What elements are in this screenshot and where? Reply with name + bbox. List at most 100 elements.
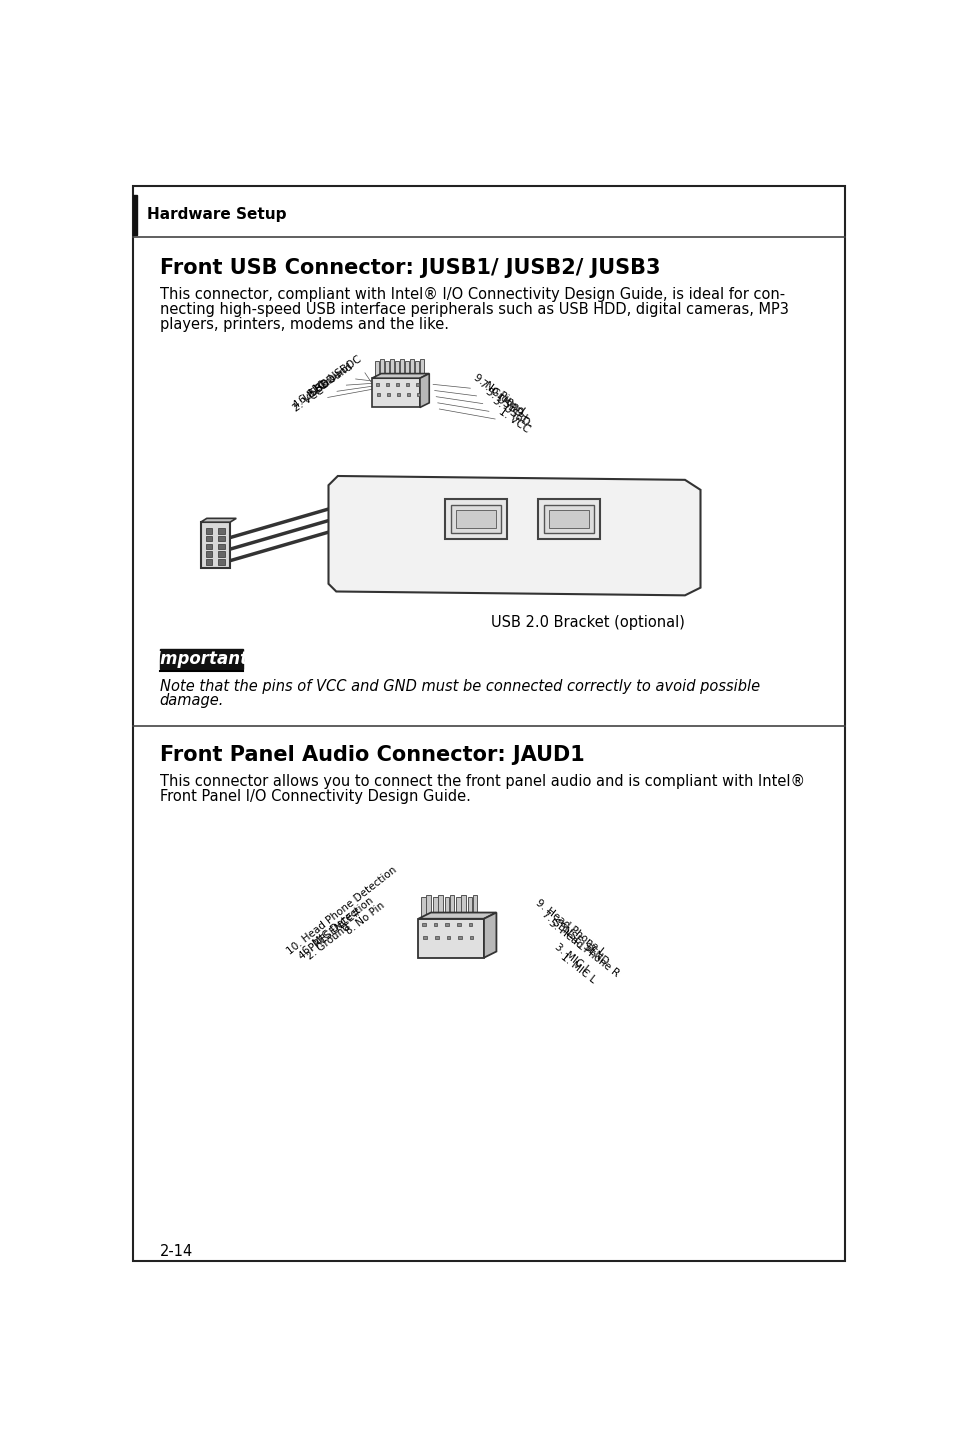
Text: 6. USBD+: 6. USBD+ [296, 368, 344, 405]
Bar [387, 392, 390, 395]
Text: 3. MIC L: 3. MIC L [552, 941, 591, 975]
Text: 7. Ground: 7. Ground [477, 378, 526, 417]
Text: Important: Important [154, 650, 248, 669]
Bar [406, 382, 409, 385]
Bar [410, 359, 414, 375]
Bar [437, 895, 442, 916]
Text: 4. USBD-: 4. USBD- [292, 375, 335, 410]
Text: USB 2.0 Bracket (optional): USB 2.0 Bracket (optional) [491, 614, 684, 630]
Text: 10. Head Phone Detection: 10. Head Phone Detection [284, 865, 397, 957]
Bar [218, 536, 224, 541]
Text: 8. Ground: 8. Ground [306, 361, 354, 400]
Bar [206, 551, 212, 557]
Bar [375, 382, 378, 385]
Bar [390, 359, 394, 375]
Bar [537, 500, 599, 538]
Bar [396, 392, 399, 395]
Bar [456, 924, 460, 927]
Bar [457, 935, 461, 939]
Polygon shape [418, 912, 496, 919]
Bar [473, 895, 476, 916]
Bar [433, 898, 437, 919]
Bar [435, 935, 438, 939]
Text: 7. SENSE_SEND: 7. SENSE_SEND [539, 909, 610, 968]
Bar [449, 895, 454, 916]
Bar [372, 378, 419, 408]
Text: 5. USBD+: 5. USBD+ [484, 387, 532, 424]
Text: Front Panel Audio Connector: JAUD1: Front Panel Audio Connector: JAUD1 [159, 745, 583, 765]
Text: 5. Head Phone R: 5. Head Phone R [546, 918, 619, 978]
Text: Front USB Connector: JUSB1/ JUSB2/ JUSB3: Front USB Connector: JUSB1/ JUSB2/ JUSB3 [159, 258, 659, 278]
Bar [206, 528, 212, 534]
Text: 2-14: 2-14 [159, 1243, 193, 1259]
Text: 2. VCC: 2. VCC [292, 385, 326, 414]
Bar [218, 551, 224, 557]
Bar [460, 895, 465, 916]
Bar [467, 898, 472, 919]
Bar [422, 924, 425, 927]
Text: 6. MIC Detection: 6. MIC Detection [300, 896, 375, 957]
Text: 8. No Pin: 8. No Pin [344, 901, 386, 937]
Text: 9. No Pin: 9. No Pin [472, 372, 515, 407]
Bar [415, 361, 418, 378]
Text: Hardware Setup: Hardware Setup [147, 208, 286, 222]
Bar [200, 523, 230, 569]
Bar [206, 536, 212, 541]
Bar [159, 649, 243, 669]
Text: players, printers, modems and the like.: players, printers, modems and the like. [159, 316, 448, 332]
Bar [446, 935, 450, 939]
Text: 1. MIC L: 1. MIC L [558, 951, 597, 985]
Bar [218, 528, 224, 534]
Polygon shape [328, 475, 700, 596]
Bar [469, 935, 473, 939]
Bar [421, 898, 425, 919]
Bar [375, 361, 378, 378]
Text: 10. USBOC: 10. USBOC [311, 354, 363, 395]
Text: 1. VCC: 1. VCC [497, 407, 531, 435]
Bar [379, 359, 383, 375]
Bar [399, 359, 403, 375]
Bar [543, 505, 593, 533]
Polygon shape [419, 374, 429, 408]
Bar [395, 361, 398, 378]
Bar [206, 544, 212, 548]
Bar [206, 558, 212, 564]
Bar [376, 392, 379, 395]
Bar [395, 382, 398, 385]
Text: 3. USBD-: 3. USBD- [490, 395, 534, 430]
Bar [445, 924, 449, 927]
Polygon shape [483, 912, 496, 958]
Bar [423, 935, 427, 939]
Bar [444, 500, 506, 538]
Polygon shape [372, 374, 429, 378]
Bar [451, 505, 500, 533]
Bar [218, 558, 224, 564]
Text: necting high-speed USB interface peripherals such as USB HDD, digital cameras, M: necting high-speed USB interface periphe… [159, 302, 787, 316]
Bar [456, 510, 496, 528]
Text: 9. Head Phone L: 9. Head Phone L [534, 898, 606, 958]
Bar [419, 359, 423, 375]
Text: This connector, compliant with Intel® I/O Connectivity Design Guide, is ideal fo: This connector, compliant with Intel® I/… [159, 288, 784, 302]
Bar [426, 895, 431, 916]
Bar [468, 924, 472, 927]
Text: 2. Ground: 2. Ground [305, 922, 352, 962]
Bar [456, 898, 460, 919]
Text: Front Panel I/O Connectivity Design Guide.: Front Panel I/O Connectivity Design Guid… [159, 789, 470, 803]
Bar [444, 898, 449, 919]
Bar [434, 924, 437, 927]
Bar [407, 392, 410, 395]
Bar [405, 361, 409, 378]
Text: 4. PRESENCE#: 4. PRESENCE# [296, 906, 363, 962]
Text: Note that the pins of VCC and GND must be connected correctly to avoid possible: Note that the pins of VCC and GND must b… [159, 679, 759, 693]
Bar [133, 195, 137, 235]
Bar [416, 392, 420, 395]
Bar [416, 382, 418, 385]
Bar [218, 544, 224, 548]
Bar [418, 919, 483, 958]
Text: This connector allows you to connect the front panel audio and is compliant with: This connector allows you to connect the… [159, 773, 803, 789]
Polygon shape [200, 518, 236, 523]
Bar [385, 361, 389, 378]
Bar [385, 382, 389, 385]
Bar [548, 510, 588, 528]
Text: damage.: damage. [159, 693, 224, 709]
